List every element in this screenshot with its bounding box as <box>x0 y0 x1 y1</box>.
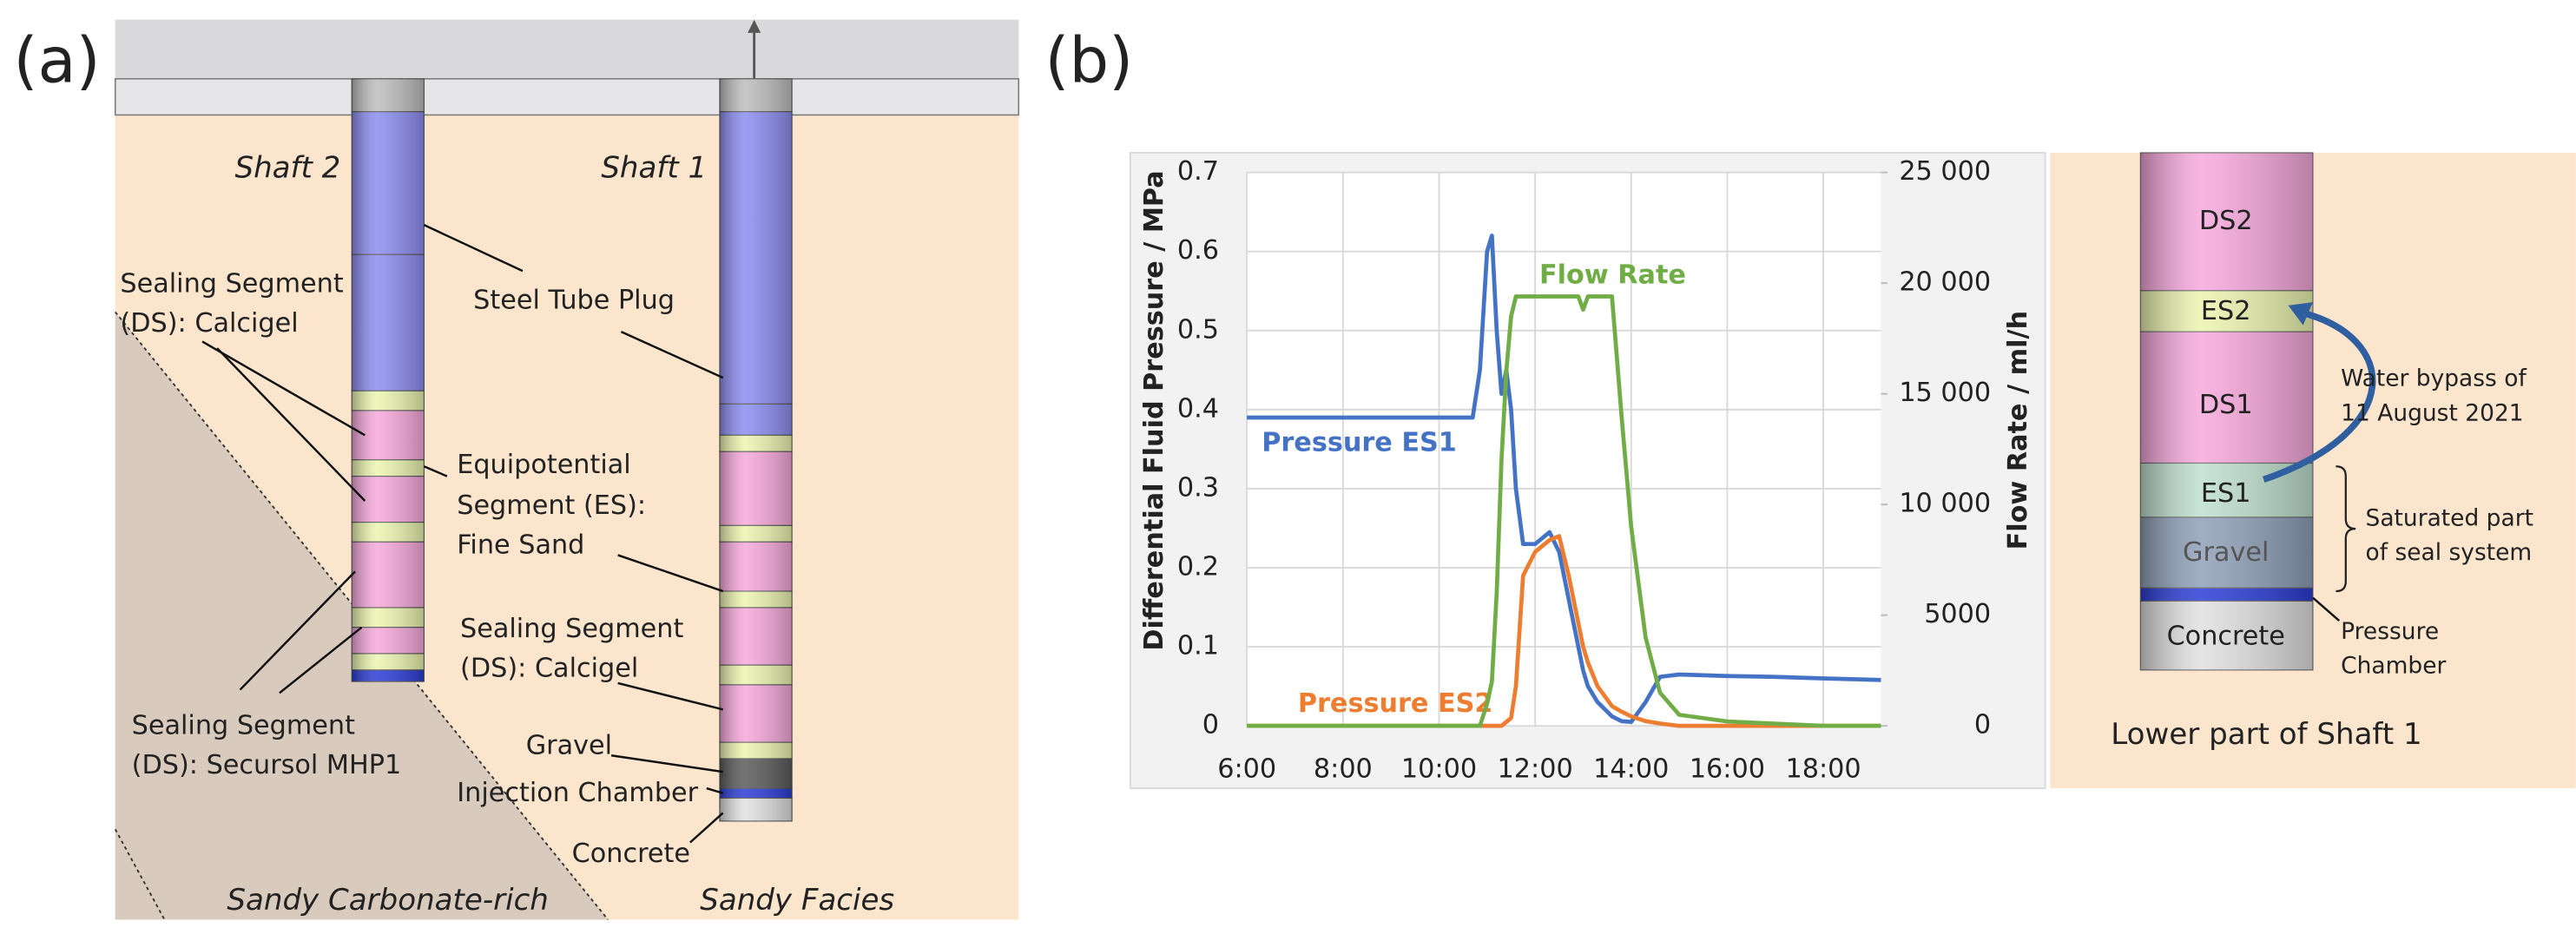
series-line <box>1247 534 1881 728</box>
y2-tick-label: 10 000 <box>1899 489 1991 519</box>
boundary <box>115 311 609 921</box>
leader <box>239 570 356 691</box>
panel-label: (b) <box>1045 24 1134 97</box>
label: Chamber <box>2341 653 2446 680</box>
diagram-b: DS2 ES2 DS1 ES1 Gravel Concrete Water bypass … <box>2050 152 2576 789</box>
y-tick-label: 0.6 <box>1177 235 1219 266</box>
y2-tick-label: 0 <box>1974 710 1991 740</box>
bracket <box>2336 465 2356 593</box>
label: 11 August 2021 <box>2341 399 2523 426</box>
leader <box>201 340 366 437</box>
leader <box>706 786 724 794</box>
series-line <box>1247 234 1881 724</box>
axis-marker <box>748 19 761 33</box>
label: Steel Tube Plug <box>473 286 675 316</box>
leader-lines <box>201 224 724 844</box>
leader <box>689 812 724 844</box>
x-tick-label: 6:00 <box>1217 754 1276 785</box>
y2-tick-label: 5000 <box>1924 599 1991 629</box>
leader <box>620 331 724 379</box>
shaft-shading <box>352 78 425 682</box>
leader <box>423 224 524 273</box>
bypass-arrow <box>2262 308 2376 483</box>
shaft-label: Shaft 2 <box>234 150 340 185</box>
leader <box>279 626 363 694</box>
y-axis-title: Differential Fluid Pressure / MPa <box>1139 170 1169 650</box>
leader <box>617 554 724 593</box>
label: Sealing Segment <box>120 269 343 299</box>
label: Equipotential <box>457 450 630 480</box>
y-tick-label: 0.7 <box>1177 156 1219 187</box>
series-label: Pressure ES1 <box>1262 427 1457 457</box>
label: Saturated part <box>2366 504 2533 531</box>
column: DS2 ES2 DS1 ES1 Gravel Concrete <box>2139 152 2314 671</box>
shafts <box>351 78 793 822</box>
series-line <box>1247 294 1881 728</box>
segment-label: Gravel <box>2183 537 2269 568</box>
y2-tick-label: 15 000 <box>1899 378 1991 408</box>
segment-label: DS2 <box>2199 206 2253 236</box>
y-tick-label: 0.1 <box>1177 631 1219 661</box>
label: Pressure <box>2341 618 2439 645</box>
y-tick-label: 0.5 <box>1177 314 1219 345</box>
y-tick-label: 0.3 <box>1177 472 1219 503</box>
zone-label: Sandy Carbonate-rich <box>227 883 549 918</box>
leader <box>610 754 723 773</box>
label: (DS): Calcigel <box>460 653 638 683</box>
label: Water bypass of <box>2341 365 2527 392</box>
label: (DS): Calcigel <box>120 308 298 339</box>
x-tick-label: 18:00 <box>1785 754 1861 785</box>
x-tick-label: 8:00 <box>1314 754 1373 785</box>
plot-area <box>1247 172 1881 727</box>
panel-label: (a) <box>13 24 100 97</box>
y-tick-label: 0.2 <box>1177 552 1219 582</box>
label: Fine Sand <box>457 530 584 561</box>
segment-label: Concrete <box>2167 622 2285 652</box>
label: Sealing Segment <box>460 614 683 644</box>
y2-tick-label: 20 000 <box>1899 267 1991 298</box>
segment-label: DS1 <box>2199 390 2253 420</box>
series-label: Flow Rate <box>1539 260 1686 290</box>
leader <box>617 681 724 711</box>
label: (DS): Secursol MHP1 <box>132 750 402 780</box>
caption: Lower part of Shaft 1 <box>2111 717 2421 752</box>
x-tick-label: 16:00 <box>1690 754 1765 785</box>
label: Gravel <box>526 730 612 760</box>
series-label: Pressure ES2 <box>1298 688 1493 719</box>
segment-label: ES1 <box>2201 478 2251 509</box>
y2-axis-title: Flow Rate / ml/h <box>2003 311 2033 550</box>
zone-label: Sandy Facies <box>700 883 894 918</box>
diagram-a: Shaft 2 Shaft 1 Sealing Segment (DS): Ca… <box>114 19 1020 921</box>
y2-tick-label: 25 000 <box>1899 156 1991 187</box>
x-tick-label: 12:00 <box>1498 754 1573 785</box>
x-tick-label: 10:00 <box>1401 754 1477 785</box>
y-tick-label: 0.4 <box>1177 393 1219 424</box>
label: Sealing Segment <box>132 711 355 741</box>
leader <box>216 347 366 502</box>
surface-slab <box>114 78 1020 116</box>
column-shading <box>2140 152 2313 670</box>
label: Concrete <box>572 839 690 869</box>
shaft-shading <box>719 78 793 821</box>
y-tick-label: 0 <box>1202 710 1219 740</box>
x-tick-label: 14:00 <box>1593 754 1669 785</box>
carbonate-zone <box>115 312 609 920</box>
label: of seal system <box>2366 539 2533 566</box>
label: Segment (ES): <box>457 490 646 521</box>
arrow-head <box>2288 302 2313 326</box>
label: Injection Chamber <box>457 778 698 808</box>
shaft-label: Shaft 1 <box>601 150 707 185</box>
leader <box>423 465 448 477</box>
segment-label: ES2 <box>2201 296 2251 326</box>
chart: 0 0.1 0.2 0.3 0.4 0.5 0.6 0.7 6:00 8:00 10:00 12:00… <box>1139 156 2033 785</box>
boundary <box>114 828 166 920</box>
leader <box>2312 596 2341 622</box>
